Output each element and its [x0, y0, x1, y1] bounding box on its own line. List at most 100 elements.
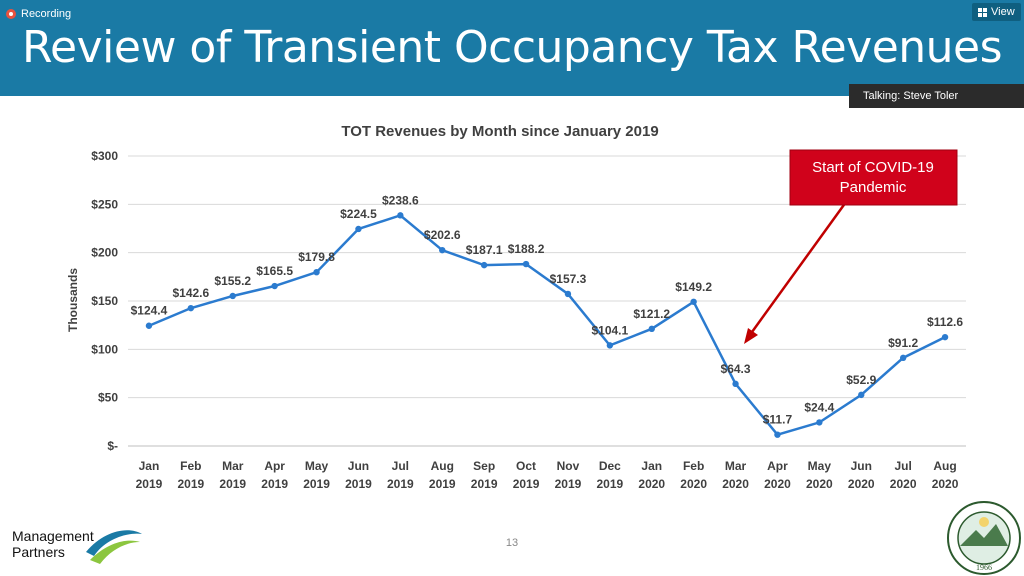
x-tick-label: Jan	[641, 459, 662, 473]
data-point	[271, 282, 278, 290]
page-number: 13	[505, 537, 519, 549]
view-button-label: View	[991, 6, 1015, 18]
logo-swoosh-icon	[86, 530, 142, 564]
y-tick-label: $150	[91, 294, 118, 308]
x-tick-year: 2020	[680, 477, 707, 491]
x-tick-label: Jan	[139, 459, 160, 473]
data-label: $202.6	[424, 228, 461, 242]
gridlines	[128, 155, 966, 447]
x-tick-label: Aug	[431, 459, 454, 473]
seal-year: 1966	[976, 563, 992, 572]
data-point	[480, 261, 488, 269]
data-label: $165.5	[256, 264, 293, 278]
x-tick-year: 2020	[638, 477, 665, 491]
x-tick-year: 2019	[219, 477, 246, 491]
y-tick-label: $200	[91, 246, 118, 260]
x-tick-year: 2020	[890, 477, 917, 491]
x-tick-year: 2019	[177, 477, 204, 491]
data-point	[899, 354, 907, 362]
data-point	[648, 325, 655, 333]
x-tick-label: Mar	[222, 459, 244, 473]
slide-title: Review of Transient Occupancy Tax Revenu…	[21, 22, 1003, 73]
data-label: $149.2	[675, 280, 712, 294]
data-point	[606, 342, 614, 349]
callout-line1: Start of COVID-19	[812, 159, 934, 176]
callout-line2: Pandemic	[840, 179, 907, 196]
x-tick-year: 2020	[848, 477, 875, 491]
data-label: $91.2	[888, 336, 918, 350]
x-tick-year: 2020	[806, 477, 833, 491]
x-tick-year: 2019	[429, 477, 456, 491]
y-tick-label: $50	[98, 391, 118, 405]
y-tick-label: $250	[91, 197, 118, 211]
revenue-line	[148, 213, 946, 437]
data-points	[145, 212, 949, 438]
data-label: $179.8	[298, 250, 335, 264]
x-tick-label: Jul	[392, 459, 409, 473]
x-tick-year: 2020	[764, 477, 791, 491]
x-tick-year: 2020	[722, 477, 749, 491]
data-point	[187, 304, 195, 312]
x-tick-label: Feb	[180, 459, 201, 473]
x-tick-label: May	[305, 459, 329, 473]
data-point	[439, 246, 446, 254]
data-point	[774, 431, 781, 438]
recording-label: Recording	[21, 8, 72, 20]
data-point	[229, 292, 236, 300]
y-tick-label: $100	[91, 342, 118, 356]
data-point	[397, 212, 404, 219]
x-tick-label: Nov	[557, 459, 580, 473]
recording-indicator: Recording	[6, 8, 71, 20]
x-tick-year: 2019	[513, 477, 540, 491]
data-label: $11.7	[763, 413, 793, 427]
data-label: $104.1	[591, 323, 628, 337]
talking-indicator: Talking: Steve Toler	[849, 84, 1024, 108]
data-label: $142.6	[172, 286, 209, 300]
y-axis-label: Thousands	[66, 268, 80, 332]
y-tick-label: $-	[107, 439, 118, 453]
logo-text: Management Partners	[12, 528, 94, 560]
x-tick-label: Sep	[473, 459, 495, 473]
management-partners-logo: Management Partners	[8, 522, 143, 568]
covid-callout: Start of COVID-19 Pandemic	[744, 149, 958, 344]
record-icon	[6, 9, 16, 19]
data-label: $124.4	[131, 304, 168, 318]
data-point	[858, 391, 865, 399]
data-label: $155.2	[214, 274, 251, 288]
x-tick-label: May	[808, 459, 832, 473]
data-label: $238.6	[382, 193, 419, 207]
view-button[interactable]: View	[972, 3, 1021, 21]
x-tick-year: 2020	[932, 477, 959, 491]
x-tick-year: 2019	[555, 477, 582, 491]
y-tick-label: $300	[91, 149, 118, 163]
x-tick-label: Apr	[264, 459, 285, 473]
data-point	[564, 290, 572, 298]
x-axis-ticks: Jan 2019 Feb 2019 Mar 2019 Apr 2019 May 2019 Jun 20…	[136, 459, 959, 491]
data-point	[690, 298, 697, 305]
data-point	[941, 333, 949, 341]
x-tick-year: 2019	[345, 477, 372, 491]
x-tick-label: Apr	[767, 459, 788, 473]
logo-line1: Management	[12, 528, 94, 544]
data-point	[732, 380, 739, 388]
x-tick-year: 2019	[471, 477, 498, 491]
data-labels: $124.4 $142.6 $155.2 $165.5 $179.8 $224.5 $238…	[131, 193, 964, 426]
x-tick-year: 2019	[303, 477, 330, 491]
data-point	[522, 260, 530, 268]
grid-view-icon	[978, 7, 987, 17]
callout-box	[789, 149, 958, 206]
chart-title: TOT Revenues by Month since January 2019	[341, 123, 658, 140]
data-label: $24.4	[804, 400, 834, 414]
data-point	[355, 225, 362, 233]
x-tick-year: 2019	[261, 477, 288, 491]
y-axis-ticks: $- $50 $100 $150 $200 $250 $300	[91, 149, 118, 453]
data-label: $121.2	[633, 307, 670, 321]
x-tick-label: Jun	[851, 459, 872, 473]
callout-arrow-head	[744, 328, 758, 344]
slide-header: Recording Review of Transient Occupancy …	[0, 0, 1024, 96]
callout-arrow-shaft	[750, 201, 848, 333]
data-point	[816, 419, 823, 426]
x-tick-label: Oct	[516, 459, 536, 473]
data-label: $52.9	[846, 373, 876, 387]
data-label: $187.1	[466, 243, 503, 257]
